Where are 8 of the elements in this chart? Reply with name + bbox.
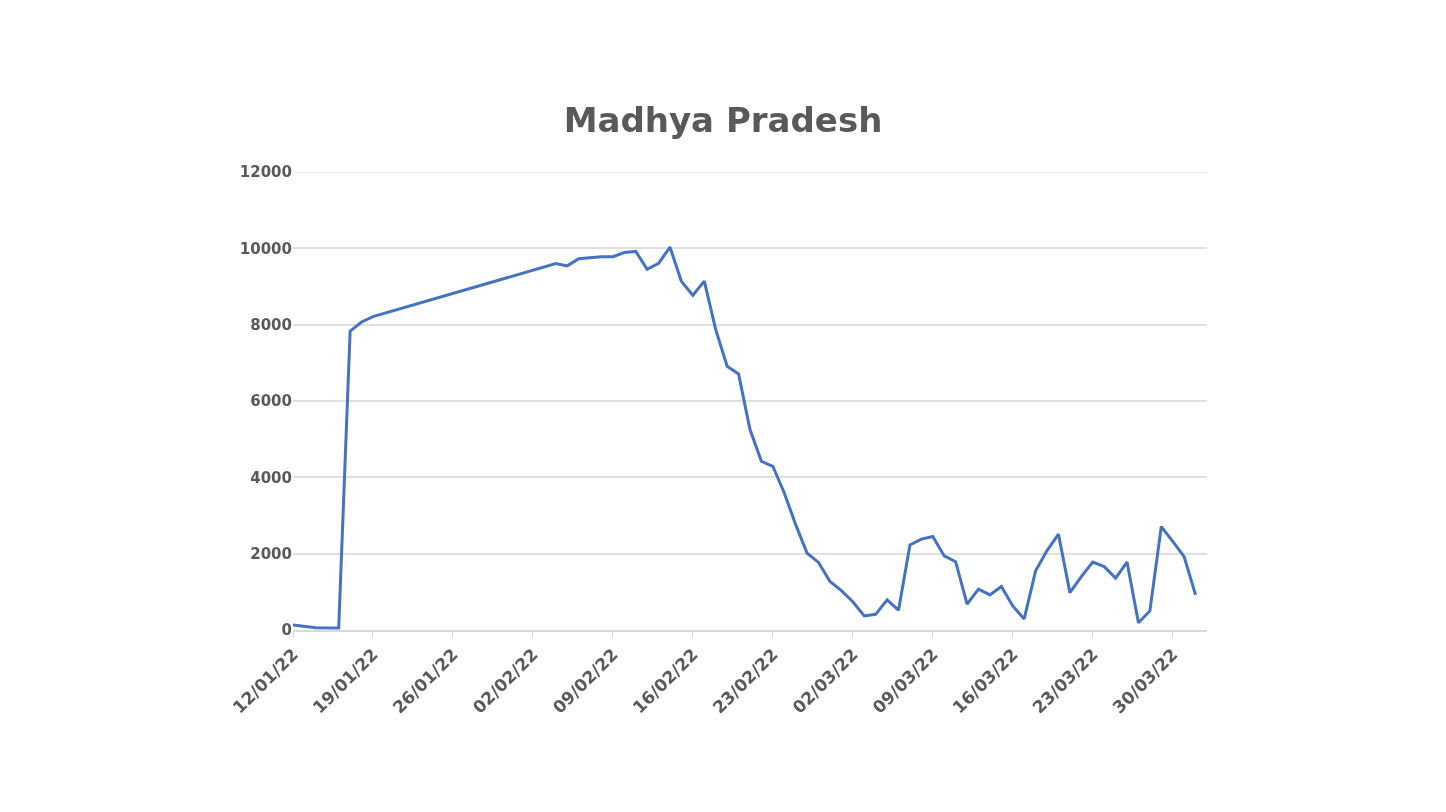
y-tick-label: 2000 — [250, 544, 292, 563]
y-tick-label: 0 — [281, 621, 292, 640]
y-tick-label: 8000 — [250, 315, 292, 334]
y-tick-label: 12000 — [239, 163, 292, 182]
chart-title: Madhya Pradesh — [563, 100, 883, 141]
y-tick-label: 10000 — [239, 239, 292, 258]
y-tick-label: 4000 — [250, 468, 292, 487]
y-tick-label: 6000 — [250, 392, 292, 411]
